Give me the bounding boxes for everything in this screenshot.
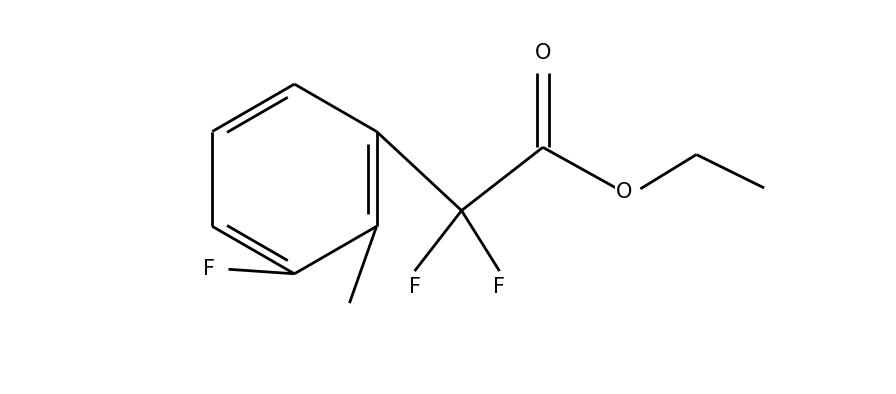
Text: F: F xyxy=(409,277,420,297)
Text: F: F xyxy=(494,277,505,297)
Text: O: O xyxy=(535,43,551,63)
Text: O: O xyxy=(616,182,633,203)
Text: F: F xyxy=(202,259,215,279)
